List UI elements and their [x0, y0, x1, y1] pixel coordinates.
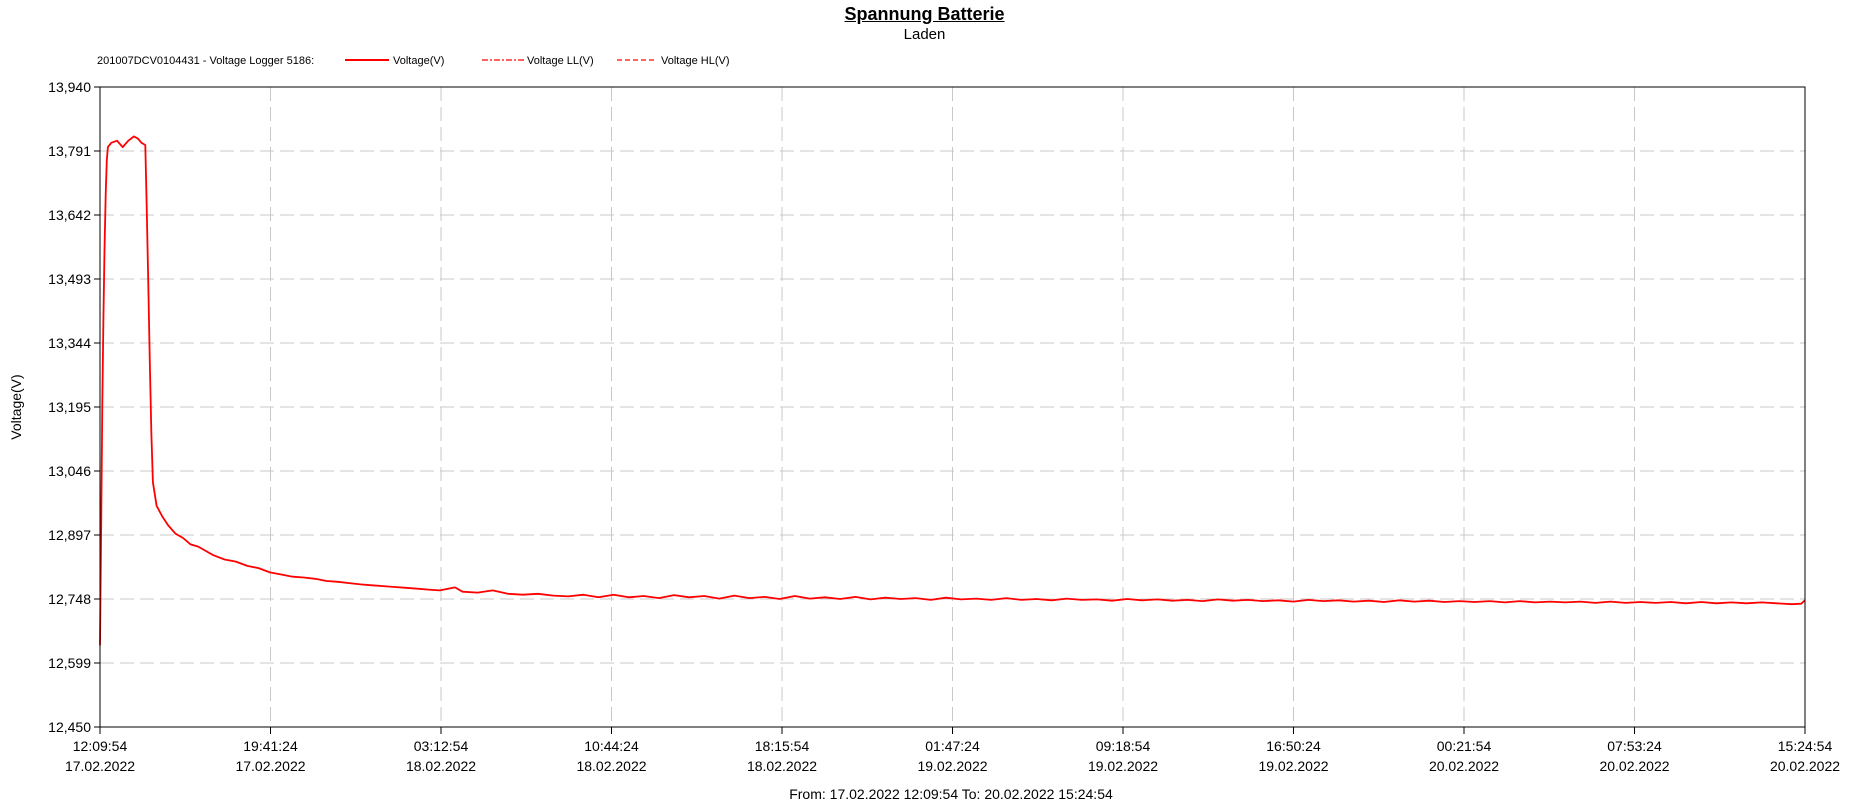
- y-tick-label: 12,897: [48, 527, 91, 543]
- x-tick-date-label: 19.02.2022: [1088, 758, 1158, 774]
- legend: 201007DCV0104431 - Voltage Logger 5186: …: [97, 55, 729, 67]
- x-tick-time-label: 19:41:24: [243, 738, 298, 754]
- x-tick-date-label: 17.02.2022: [65, 758, 135, 774]
- x-tick-time-label: 03:12:54: [414, 738, 469, 754]
- legend-label-voltage-hl: Voltage HL(V): [661, 55, 729, 67]
- legend-entry-voltage-hl: Voltage HL(V): [617, 55, 729, 67]
- legend-label-voltage: Voltage(V): [393, 55, 444, 67]
- x-tick-date-label: 18.02.2022: [747, 758, 817, 774]
- y-tick-label: 13,195: [48, 399, 91, 415]
- chart-title: Spannung Batterie: [844, 4, 1005, 24]
- legend-entry-voltage: Voltage(V): [345, 55, 444, 67]
- y-tick-label: 13,046: [48, 463, 91, 479]
- legend-entry-voltage-ll: Voltage LL(V): [482, 55, 594, 67]
- x-tick-date-label: 20.02.2022: [1599, 758, 1669, 774]
- x-tick-date-label: 18.02.2022: [406, 758, 476, 774]
- x-tick-date-label: 17.02.2022: [235, 758, 305, 774]
- y-tick-label: 13,344: [48, 335, 91, 351]
- y-tick-label: 13,642: [48, 207, 91, 223]
- x-tick-time-label: 12:09:54: [73, 738, 128, 754]
- y-tick-label: 13,493: [48, 271, 91, 287]
- y-tick-label: 13,791: [48, 143, 91, 159]
- x-tick-date-label: 18.02.2022: [576, 758, 646, 774]
- y-tick-label: 12,599: [48, 655, 91, 671]
- x-tick-date-label: 19.02.2022: [1258, 758, 1328, 774]
- series-line-voltage: [99, 135, 1806, 646]
- y-tick-label: 13,940: [48, 79, 91, 95]
- x-tick-time-label: 16:50:24: [1266, 738, 1321, 754]
- x-tick-time-label: 10:44:24: [584, 738, 639, 754]
- x-tick-time-label: 15:24:54: [1778, 738, 1833, 754]
- legend-label-voltage-ll: Voltage LL(V): [527, 55, 594, 67]
- x-axis: 12:09:54 17.02.2022 19:41:24 17.02.2022 03:1…: [65, 727, 1840, 774]
- grid-lines: [100, 87, 1805, 727]
- time-range-label: From: 17.02.2022 12:09:54 To: 20.02.2022…: [789, 786, 1113, 802]
- y-tick-label: 12,748: [48, 591, 91, 607]
- x-tick-time-label: 07:53:24: [1607, 738, 1662, 754]
- x-tick-date-label: 20.02.2022: [1770, 758, 1840, 774]
- x-tick-date-label: 20.02.2022: [1429, 758, 1499, 774]
- x-tick-time-label: 00:21:54: [1437, 738, 1492, 754]
- series-layer: [99, 135, 1806, 646]
- x-tick-time-label: 01:47:24: [925, 738, 980, 754]
- y-tick-label: 12,450: [48, 719, 91, 735]
- chart-subtitle: Laden: [903, 26, 946, 43]
- x-tick-date-label: 19.02.2022: [917, 758, 987, 774]
- x-tick-time-label: 09:18:54: [1096, 738, 1151, 754]
- y-axis-title: Voltage(V): [8, 374, 24, 439]
- x-tick-time-label: 18:15:54: [755, 738, 810, 754]
- y-axis: 13,940 13,791 13,642 13,493 13,344 13,195 13,0…: [48, 79, 100, 735]
- legend-prefix: 201007DCV0104431 - Voltage Logger 5186:: [97, 55, 314, 67]
